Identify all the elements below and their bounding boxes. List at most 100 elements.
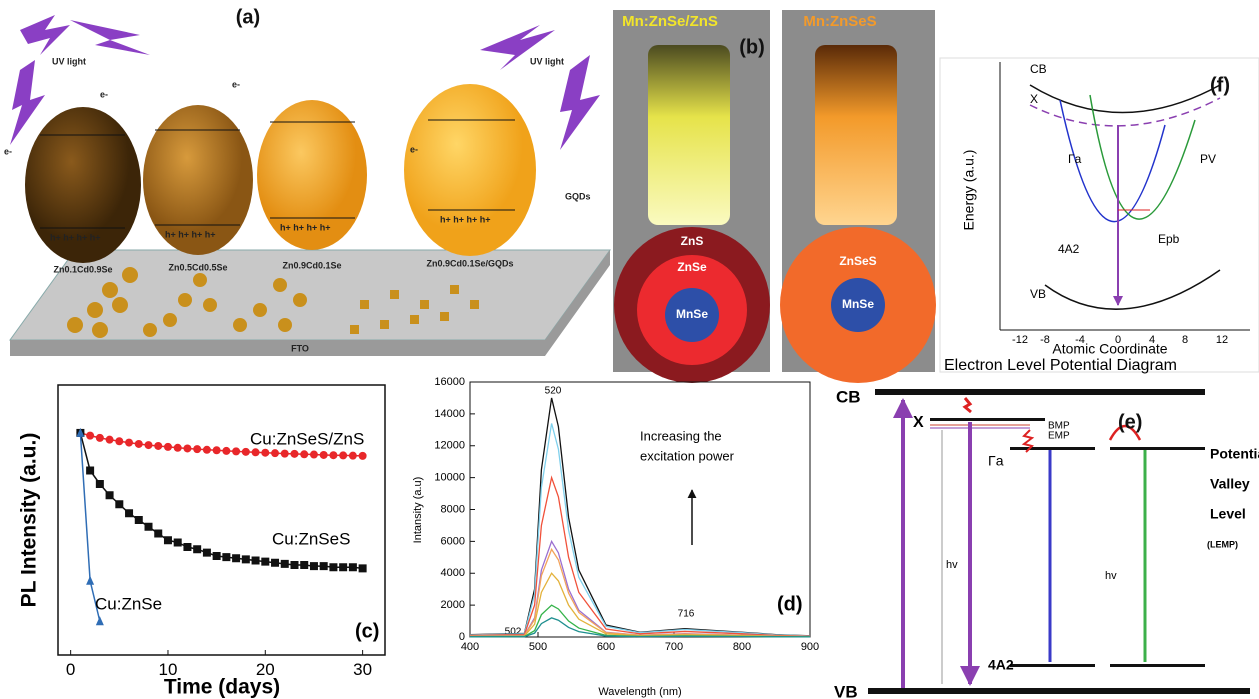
y-tick-label: 0 xyxy=(459,631,465,643)
marker xyxy=(339,563,347,571)
panel-e: CB X BMP EMP (e) Γa Potential Valley Lev… xyxy=(834,387,1259,699)
electron-label: e- xyxy=(232,79,240,89)
relaxation xyxy=(965,398,971,412)
marker xyxy=(86,432,94,440)
marker xyxy=(300,450,308,458)
lightning xyxy=(560,55,600,150)
sample-title: Mn:ZnSe/ZnS xyxy=(622,13,718,30)
marker xyxy=(310,562,318,570)
level-label: 4A2 xyxy=(988,657,1014,673)
band-label: Γa xyxy=(1068,152,1082,166)
marker xyxy=(329,563,337,571)
sample-label: Zn0.9Cd0.1Se/GQDs xyxy=(426,258,513,268)
x-tick-label: 900 xyxy=(801,641,819,653)
level xyxy=(1110,664,1205,667)
level xyxy=(1010,447,1095,450)
tick-label: -8 xyxy=(1040,334,1050,346)
marker xyxy=(96,434,104,442)
electron-label: e- xyxy=(4,146,12,156)
band-label: PV xyxy=(1200,152,1216,166)
series-label: Cu:ZnSeS/ZnS xyxy=(250,429,364,448)
side-label: Valley xyxy=(1210,476,1250,492)
series-line xyxy=(80,433,99,621)
photon-label: hv xyxy=(1105,570,1117,582)
y-tick-label: 16000 xyxy=(434,376,465,388)
marker xyxy=(320,562,328,570)
hole-label: h+ h+ h+ h+ xyxy=(440,214,491,224)
marker xyxy=(125,439,133,447)
panel-label: (c) xyxy=(355,620,379,642)
x-tick-label: 0 xyxy=(66,660,75,679)
marker xyxy=(174,444,182,452)
electron-label: e- xyxy=(410,144,418,154)
x-axis-title: Wavelength (nm) xyxy=(598,686,681,698)
tick-label: -12 xyxy=(1012,334,1028,346)
layer-label: MnSe xyxy=(676,307,708,321)
marker xyxy=(222,447,230,455)
band-label: X xyxy=(1030,92,1038,106)
band-label: VB xyxy=(1030,287,1046,301)
y-tick-label: 6000 xyxy=(441,535,465,547)
tick-label: 12 xyxy=(1216,334,1228,346)
sample-title: Mn:ZnSeS xyxy=(803,13,876,30)
panel-a: (a) UV light UV light e- e- e- e- h+ h+ … xyxy=(4,6,610,356)
marker xyxy=(213,552,221,560)
side-label: Level xyxy=(1210,506,1246,522)
lightning xyxy=(10,60,45,145)
marker xyxy=(252,448,260,456)
marker xyxy=(154,442,162,450)
level xyxy=(1110,447,1205,450)
marker xyxy=(349,563,357,571)
marker xyxy=(135,516,143,524)
uv-label: UV light xyxy=(52,56,86,66)
marker xyxy=(222,553,230,561)
charts: 0102030PL Intensity (a.u.)Time (days)(c)… xyxy=(18,376,820,699)
sample-label: Zn0.9Cd0.1Se xyxy=(282,260,341,270)
lightning xyxy=(20,15,70,55)
plot-frame xyxy=(58,385,385,655)
marker xyxy=(339,451,347,459)
marker xyxy=(290,450,298,458)
figure: (a) UV light UV light e- e- e- e- h+ h+ … xyxy=(0,0,1259,699)
marker xyxy=(242,448,250,456)
peak-label: 716 xyxy=(678,609,695,620)
marker xyxy=(320,451,328,459)
marker xyxy=(106,491,114,499)
x-tick-label: 600 xyxy=(597,641,615,653)
y-tick-label: 4000 xyxy=(441,567,465,579)
series-line xyxy=(470,549,810,636)
y-tick-label: 12000 xyxy=(434,440,465,452)
vial xyxy=(815,45,897,225)
marker xyxy=(252,557,260,565)
marker xyxy=(164,536,172,544)
level xyxy=(930,418,1045,421)
panel-label: (f) xyxy=(1210,74,1230,96)
layer-label: ZnSeS xyxy=(839,254,876,268)
x-tick-label: 30 xyxy=(353,660,372,679)
x-axis-title: Time (days) xyxy=(164,676,280,699)
marker xyxy=(203,446,211,454)
band-label: VB xyxy=(834,682,858,699)
marker xyxy=(145,441,153,449)
series-label: Cu:ZnSeS xyxy=(272,529,350,548)
y-tick-label: 10000 xyxy=(434,472,465,484)
x-tick-label: 500 xyxy=(529,641,547,653)
hole-label: h+ h+ h+ h+ xyxy=(165,229,216,239)
marker xyxy=(86,467,94,475)
x-tick-label: 700 xyxy=(665,641,683,653)
note: excitation power xyxy=(640,448,735,463)
peak-label: 520 xyxy=(545,386,562,397)
marker xyxy=(310,451,318,459)
band-bar xyxy=(868,688,1250,694)
marker xyxy=(359,564,367,572)
level-label: Γa xyxy=(988,453,1004,469)
side-label: Potential xyxy=(1210,446,1259,462)
qd-sphere xyxy=(404,84,536,256)
marker xyxy=(300,561,308,569)
panel-bg xyxy=(940,58,1259,372)
hole-label: h+ h+ h+ h+ xyxy=(50,232,101,242)
band-label: CB xyxy=(1030,62,1047,76)
marker xyxy=(271,449,279,457)
marker xyxy=(349,452,357,460)
y-tick-label: 2000 xyxy=(441,599,465,611)
